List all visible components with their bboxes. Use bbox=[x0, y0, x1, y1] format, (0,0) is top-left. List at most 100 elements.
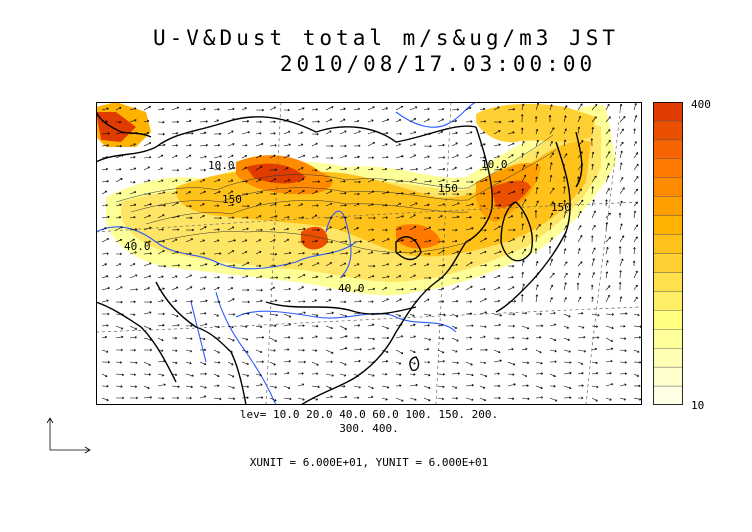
wind-vector-arrow bbox=[353, 396, 360, 400]
wind-vector-arrow bbox=[269, 286, 275, 291]
wind-vector-arrow bbox=[423, 324, 430, 327]
wind-vector-arrow bbox=[409, 263, 417, 267]
wind-vector-arrow bbox=[255, 178, 262, 183]
wind-vector-arrow bbox=[591, 127, 595, 135]
wind-vector-arrow bbox=[479, 237, 487, 243]
wind-vector-arrow bbox=[577, 140, 584, 147]
wind-vector-arrow bbox=[297, 383, 305, 387]
wind-vector-arrow bbox=[325, 216, 333, 220]
wind-vector-arrow bbox=[339, 385, 346, 388]
wind-vector-arrow bbox=[199, 287, 206, 291]
wind-vector-arrow bbox=[521, 103, 525, 111]
wind-vector-arrow bbox=[227, 143, 235, 147]
wind-vector-arrow bbox=[255, 142, 264, 147]
wind-vector-arrow bbox=[213, 190, 221, 195]
wind-vector-arrow bbox=[241, 227, 249, 231]
wind-vector-arrow bbox=[465, 285, 473, 291]
wind-vector-arrow bbox=[493, 372, 500, 376]
wind-vector-arrow bbox=[548, 115, 552, 123]
wind-vector-arrow bbox=[325, 385, 332, 389]
wind-vector-arrow bbox=[395, 323, 403, 327]
wind-vector-arrow bbox=[227, 203, 234, 207]
wind-vector-arrow bbox=[409, 274, 416, 279]
wind-vector-arrow bbox=[437, 203, 446, 207]
colorbar-cell bbox=[653, 385, 683, 405]
wind-vector-arrow bbox=[115, 144, 122, 148]
wind-vector-arrow bbox=[227, 166, 236, 171]
wind-vector-arrow bbox=[129, 396, 138, 400]
wind-vector-arrow bbox=[423, 397, 431, 402]
wind-vector-arrow bbox=[143, 179, 151, 183]
wind-vector-arrow bbox=[451, 361, 459, 365]
wind-vector-arrow bbox=[465, 347, 473, 351]
wind-vector-arrow bbox=[521, 361, 530, 365]
wind-vector-arrow bbox=[311, 299, 317, 303]
wind-vector-arrow bbox=[479, 275, 486, 279]
wind-vector-arrow bbox=[367, 312, 374, 316]
wind-vector-arrow bbox=[311, 324, 319, 328]
colorbar bbox=[653, 102, 683, 405]
reference-vector-icon bbox=[46, 417, 91, 454]
wind-vector-arrow bbox=[493, 130, 501, 135]
wind-vector-arrow bbox=[409, 178, 417, 183]
wind-vector-arrow bbox=[143, 203, 152, 207]
wind-vector-arrow bbox=[171, 299, 178, 303]
colorbar-cell bbox=[653, 366, 683, 387]
wind-vector-arrow bbox=[227, 337, 235, 342]
wind-vector-arrow bbox=[465, 275, 473, 279]
wind-vector-arrow bbox=[563, 139, 567, 147]
wind-vector-arrow bbox=[241, 131, 250, 135]
wind-vector-arrow bbox=[227, 361, 234, 366]
wind-vector-arrow bbox=[535, 385, 543, 390]
wind-vector-arrow bbox=[227, 276, 234, 280]
wind-vector-arrow bbox=[255, 154, 262, 159]
wind-vector-arrow bbox=[185, 324, 193, 328]
wind-vector-arrow bbox=[353, 144, 361, 148]
wind-vector-arrow bbox=[381, 397, 388, 401]
wind-vector-arrow bbox=[605, 139, 611, 147]
wind-vector-arrow bbox=[618, 212, 622, 219]
wind-vector-arrow bbox=[618, 246, 622, 255]
wind-vector-arrow bbox=[311, 190, 318, 195]
wind-vector-arrow bbox=[395, 287, 404, 291]
contour-label: 10.0 bbox=[208, 159, 235, 172]
wind-vector-arrow bbox=[297, 178, 305, 183]
wind-vector-arrow bbox=[297, 348, 305, 352]
wind-vector-arrow bbox=[605, 337, 614, 342]
wind-vector-arrow bbox=[283, 371, 290, 375]
wind-vector-arrow bbox=[423, 252, 431, 256]
wind-vector-arrow bbox=[520, 294, 524, 303]
wind-vector-arrow bbox=[283, 167, 289, 171]
wind-vector-arrow bbox=[171, 286, 179, 291]
wind-vector-arrow bbox=[325, 106, 334, 111]
contour-label: 10.0 bbox=[481, 158, 508, 171]
wind-vector-arrow bbox=[227, 239, 236, 243]
wind-vector-arrow bbox=[605, 103, 610, 111]
wind-vector-arrow bbox=[185, 274, 192, 279]
wind-vector-arrow bbox=[633, 210, 637, 219]
wind-vector-arrow bbox=[241, 337, 249, 341]
wind-vector-arrow bbox=[325, 190, 333, 195]
colorbar-cell bbox=[653, 234, 683, 254]
wind-vector-arrow bbox=[563, 186, 566, 195]
wind-vector-arrow bbox=[577, 115, 581, 123]
wind-vector-arrow bbox=[129, 361, 138, 364]
wind-vector-arrow bbox=[437, 192, 446, 196]
wind-vector-arrow bbox=[283, 385, 291, 390]
wind-vector-arrow bbox=[269, 106, 276, 111]
wind-vector-arrow bbox=[381, 287, 388, 291]
wind-vector-arrow bbox=[185, 252, 192, 255]
wind-vector-arrow bbox=[185, 385, 193, 389]
wind-vector-arrow bbox=[297, 240, 305, 244]
wind-vector-arrow bbox=[423, 226, 432, 231]
wind-vector-arrow bbox=[507, 180, 514, 184]
wind-vector-arrow bbox=[633, 384, 641, 388]
wind-vector-arrow bbox=[325, 226, 332, 231]
wind-vector-arrow bbox=[269, 313, 278, 317]
wind-vector-arrow bbox=[129, 203, 137, 207]
wind-vector-arrow bbox=[269, 132, 276, 135]
wind-vector-arrow bbox=[199, 168, 206, 172]
wind-vector-arrow bbox=[465, 131, 473, 135]
wind-vector-arrow bbox=[227, 287, 234, 291]
wind-vector-arrow bbox=[423, 373, 431, 377]
